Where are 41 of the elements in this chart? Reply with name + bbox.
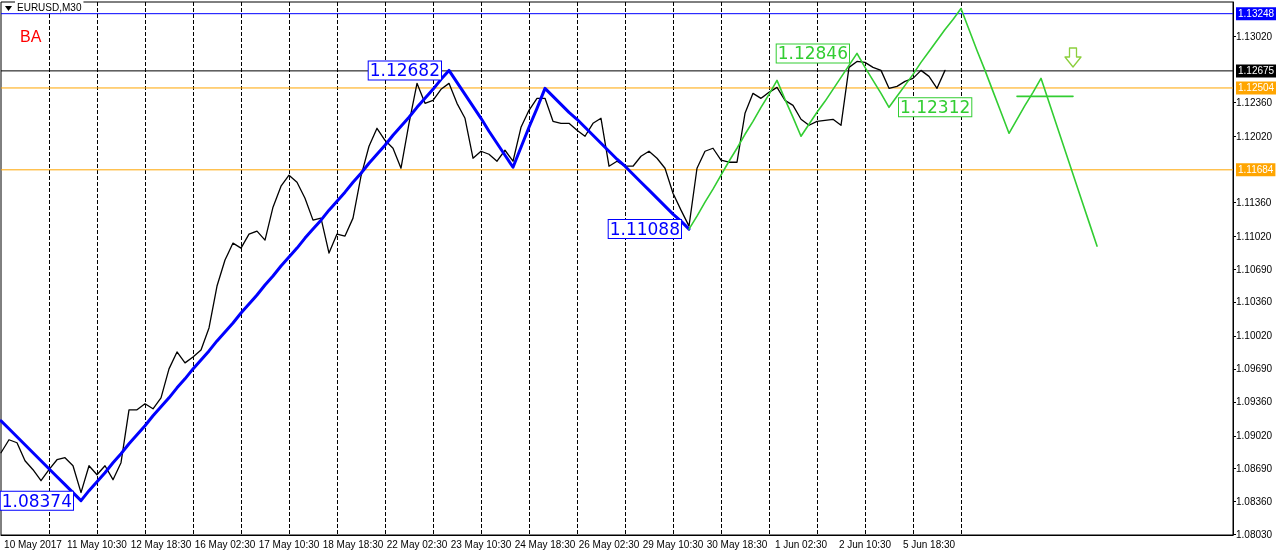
x-tick-label: 2 Jun 10:30 xyxy=(838,538,892,550)
x-tick-label: 16 May 02:30 xyxy=(194,538,256,550)
x-tick-label: 18 May 18:30 xyxy=(322,538,384,550)
x-tick-label: 26 May 02:30 xyxy=(578,538,640,550)
annotation: 1.08374 xyxy=(1,490,72,511)
y-tick-label: 1.09360 xyxy=(1236,396,1273,408)
y-tick-label: 1.10690 xyxy=(1236,263,1273,275)
ref-line-label: 1.11684 xyxy=(1238,164,1274,176)
x-tick-label: 24 May 18:30 xyxy=(514,538,576,550)
y-tick-label: 1.12360 xyxy=(1236,96,1273,108)
y-tick-label: 1.11360 xyxy=(1236,196,1272,208)
annotation: 1.12312 xyxy=(900,97,971,118)
ref-line-label: 1.12675 xyxy=(1238,65,1275,77)
ref-line-label: 1.13248 xyxy=(1238,8,1275,20)
y-tick-label: 1.08690 xyxy=(1236,463,1273,475)
x-tick-label: 17 May 10:30 xyxy=(258,538,320,550)
x-tick-label: 5 Jun 18:30 xyxy=(902,538,956,550)
y-tick-label: 1.13020 xyxy=(1236,30,1273,42)
x-tick-label: 30 May 18:30 xyxy=(706,538,768,550)
y-tick-label: 1.10020 xyxy=(1236,330,1273,342)
x-tick-label: 12 May 18:30 xyxy=(130,538,192,550)
y-tick-label: 1.11020 xyxy=(1236,230,1272,242)
y-tick-label: 1.09020 xyxy=(1236,430,1273,442)
y-tick-label: 1.08030 xyxy=(1236,529,1273,541)
x-tick-label: 29 May 10:30 xyxy=(642,538,704,550)
x-tick-label: 11 May 10:30 xyxy=(67,538,128,550)
x-tick-label: 1 Jun 02:30 xyxy=(774,538,828,550)
line-series xyxy=(688,7,1098,247)
y-tick-label: 1.12020 xyxy=(1236,130,1273,142)
annotation: 1.12846 xyxy=(777,43,848,64)
x-tick-label: 10 May 2017 xyxy=(4,538,63,550)
ref-line-label: 1.12504 xyxy=(1238,82,1275,94)
annotation: BA xyxy=(20,27,42,45)
annotation: 1.11088 xyxy=(609,219,680,240)
x-tick-label: 22 May 02:30 xyxy=(386,538,448,550)
y-tick-label: 1.09690 xyxy=(1236,363,1273,375)
annotation: 1.12682 xyxy=(369,60,440,81)
y-tick-label: 1.08360 xyxy=(1236,496,1273,508)
chart-title: EURUSD,M30 xyxy=(17,1,82,13)
x-tick-label: 23 May 10:30 xyxy=(450,538,512,550)
y-tick-label: 1.10360 xyxy=(1236,296,1273,308)
